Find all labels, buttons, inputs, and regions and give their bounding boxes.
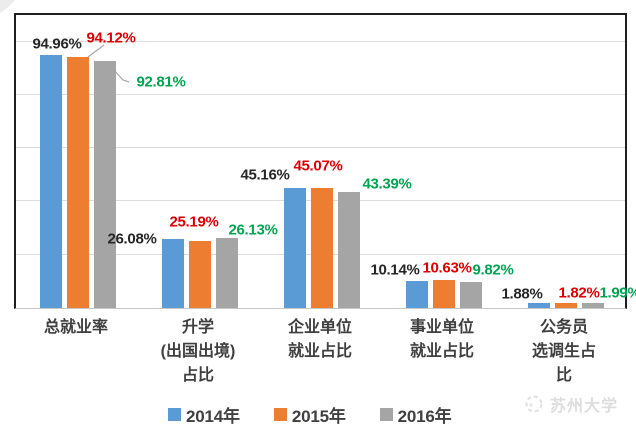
category-label-g4: 公务员 选调生占比 [531, 319, 596, 384]
bar-2016年-g3 [460, 281, 482, 308]
bar-2014年-g3 [406, 281, 428, 308]
bar-2014年-g4 [528, 303, 550, 308]
university-logo-icon [525, 395, 543, 413]
bar-2016年-g0 [94, 60, 116, 308]
data-label-2016年-g0: 92.81% [136, 73, 186, 91]
bar-2015年-g4 [555, 303, 577, 308]
bar-2015年-g0 [67, 57, 89, 308]
legend-swatch-icon [273, 408, 287, 421]
legend-swatch-icon [168, 408, 181, 421]
data-label-2015年-g0: 94.12% [86, 29, 136, 47]
category-label-g0: 总就业率 [43, 319, 109, 336]
bar-2015年-g2 [311, 187, 333, 308]
category-label-g1: 升学 (出国出境) 占比 [160, 319, 236, 384]
data-label-2015年-g3: 10.63% [422, 259, 472, 277]
bar-2016年-g2 [338, 192, 360, 308]
category-label-g3: 事业单位 就业占比 [409, 319, 475, 360]
gridline-100 [16, 40, 625, 42]
bar-2014年-g1 [162, 238, 184, 308]
watermark: 苏州大学 [524, 392, 618, 416]
bar-2016年-g4 [582, 302, 604, 308]
legend-label: 2015年 [291, 407, 346, 426]
data-label-2016年-g3: 9.82% [472, 261, 514, 279]
data-label-2016年-g2: 43.39% [362, 175, 412, 193]
data-label-2014年-g0: 94.96% [32, 35, 82, 53]
data-label-2015年-g2: 45.07% [293, 157, 343, 175]
legend-item-2014年: 2014年 [168, 402, 240, 427]
gridline-80 [16, 93, 625, 95]
legend: 2014年 2015年 2016年 [168, 402, 452, 427]
legend-item-2015年: 2015年 [273, 402, 346, 427]
data-label-2014年-g1: 26.08% [107, 230, 157, 248]
data-label-2015年-g4: 1.82% [558, 284, 600, 302]
data-label-2015年-g1: 25.19% [169, 213, 219, 231]
data-label-2014年-g4: 1.88% [501, 285, 543, 303]
legend-item-2016年: 2016年 [379, 402, 452, 427]
bar-2014年-g2 [284, 187, 306, 308]
corner-artifact [0, 0, 15, 13]
legend-swatch-icon [379, 408, 393, 421]
category-label-g2: 企业单位 就业占比 [287, 319, 353, 360]
bar-2015年-g3 [433, 279, 455, 308]
gridline-60 [16, 147, 625, 149]
legend-label: 2014年 [186, 407, 240, 426]
bar-2014年-g0 [40, 55, 62, 308]
data-label-2014年-g3: 10.14% [370, 261, 420, 279]
plot-area [14, 13, 627, 309]
data-label-2014年-g2: 45.16% [240, 166, 290, 184]
bar-2016年-g1 [216, 238, 238, 308]
data-label-2016年-g1: 26.13% [228, 221, 278, 239]
watermark-text: 苏州大学 [550, 398, 619, 415]
legend-label: 2016年 [397, 407, 452, 426]
bar-2015年-g1 [189, 240, 211, 308]
data-label-2016年-g4: 1.99% [599, 284, 636, 302]
